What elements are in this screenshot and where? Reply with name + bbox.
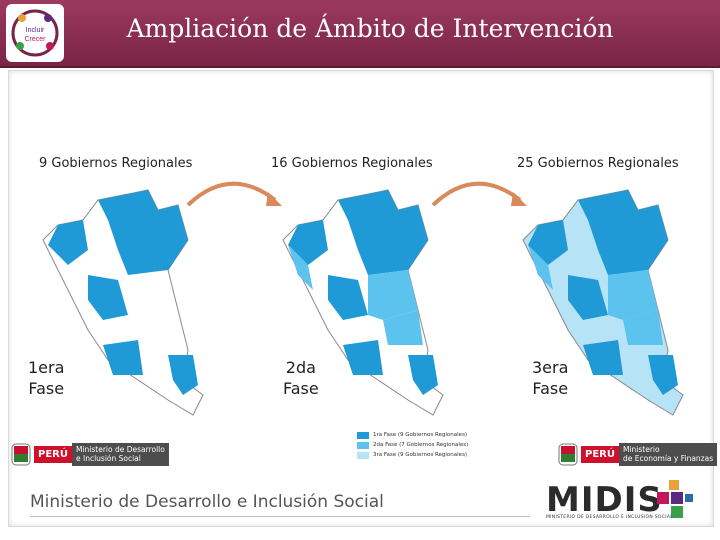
peru-map-phase3: [522, 189, 684, 416]
map-legend: 1ra Fase (9 Gobiernos Regionales) 2da Fa…: [357, 430, 468, 460]
phase1-label-line2: Fase: [28, 379, 65, 398]
phase2-label-line1: 2da: [285, 358, 316, 377]
incluir-crecer-logo: Incluir Crecer: [6, 4, 64, 62]
peru-coat-of-arms-icon: [558, 443, 578, 466]
svg-text:Incluir: Incluir: [26, 27, 45, 34]
mef-badge: PERÚ Ministerio de Economía y Finanzas: [555, 441, 718, 468]
footer-ministry-name: Ministerio de Desarrollo e Inclusión Soc…: [30, 492, 384, 512]
footer-divider: [30, 516, 530, 517]
legend-swatch: [357, 451, 369, 459]
peru-coat-of-arms-icon: [11, 443, 31, 466]
legend-label: 3ra Fase (9 Gobiernos Regionales): [373, 452, 468, 458]
phase1-label: 1era Fase: [28, 357, 64, 399]
arrow-icon: [431, 181, 527, 207]
phase2-label: 2da Fase: [283, 357, 319, 399]
legend-label: 1ra Fase (9 Gobiernos Regionales): [373, 432, 468, 438]
phase3-label-line2: Fase: [532, 379, 569, 398]
phase3-label-line1: 3era: [532, 358, 569, 377]
peru-tag: PERÚ: [581, 446, 619, 463]
phase1-heading: 9 Gobiernos Regionales: [39, 156, 193, 171]
midis-squares-icon: [657, 480, 693, 518]
content-frame: [8, 70, 714, 527]
arrow-icon: [186, 181, 282, 207]
legend-item: 1ra Fase (9 Gobiernos Regionales): [357, 430, 468, 440]
midis-logo-text: MIDIS: [546, 480, 663, 520]
header-bar: Incluir Crecer Ampliación de Ámbito de I…: [0, 0, 720, 68]
phase3-heading: 25 Gobiernos Regionales: [517, 156, 679, 171]
phase3-label: 3era Fase: [532, 357, 568, 399]
midis-badge: PERÚ Ministerio de Desarrollo e Inclusió…: [8, 441, 169, 468]
peru-map-phase2: [282, 189, 444, 416]
phase2-label-line2: Fase: [283, 379, 319, 398]
svg-text:Crecer: Crecer: [24, 36, 46, 43]
peru-tag: PERÚ: [34, 446, 72, 463]
peru-map-phase1: [42, 189, 204, 416]
ministry-tag: Ministerio de Economía y Finanzas: [618, 443, 718, 466]
phase1-label-line1: 1era: [28, 358, 65, 377]
legend-swatch: [357, 431, 369, 439]
midis-subtitle: MINISTERIO DE DESARROLLO E INCLUSIÓN SOC…: [546, 515, 674, 520]
page-title: Ampliación de Ámbito de Intervención: [126, 14, 614, 43]
phase2-heading: 16 Gobiernos Regionales: [271, 156, 433, 171]
legend-item: 3ra Fase (9 Gobiernos Regionales): [357, 450, 468, 460]
ministry-tag: Ministerio de Desarrollo e Inclusión Soc…: [71, 443, 169, 466]
legend-label: 2da Fase (7 Gobiernos Regionales): [373, 442, 469, 448]
legend-swatch: [357, 441, 369, 449]
legend-item: 2da Fase (7 Gobiernos Regionales): [357, 440, 468, 450]
